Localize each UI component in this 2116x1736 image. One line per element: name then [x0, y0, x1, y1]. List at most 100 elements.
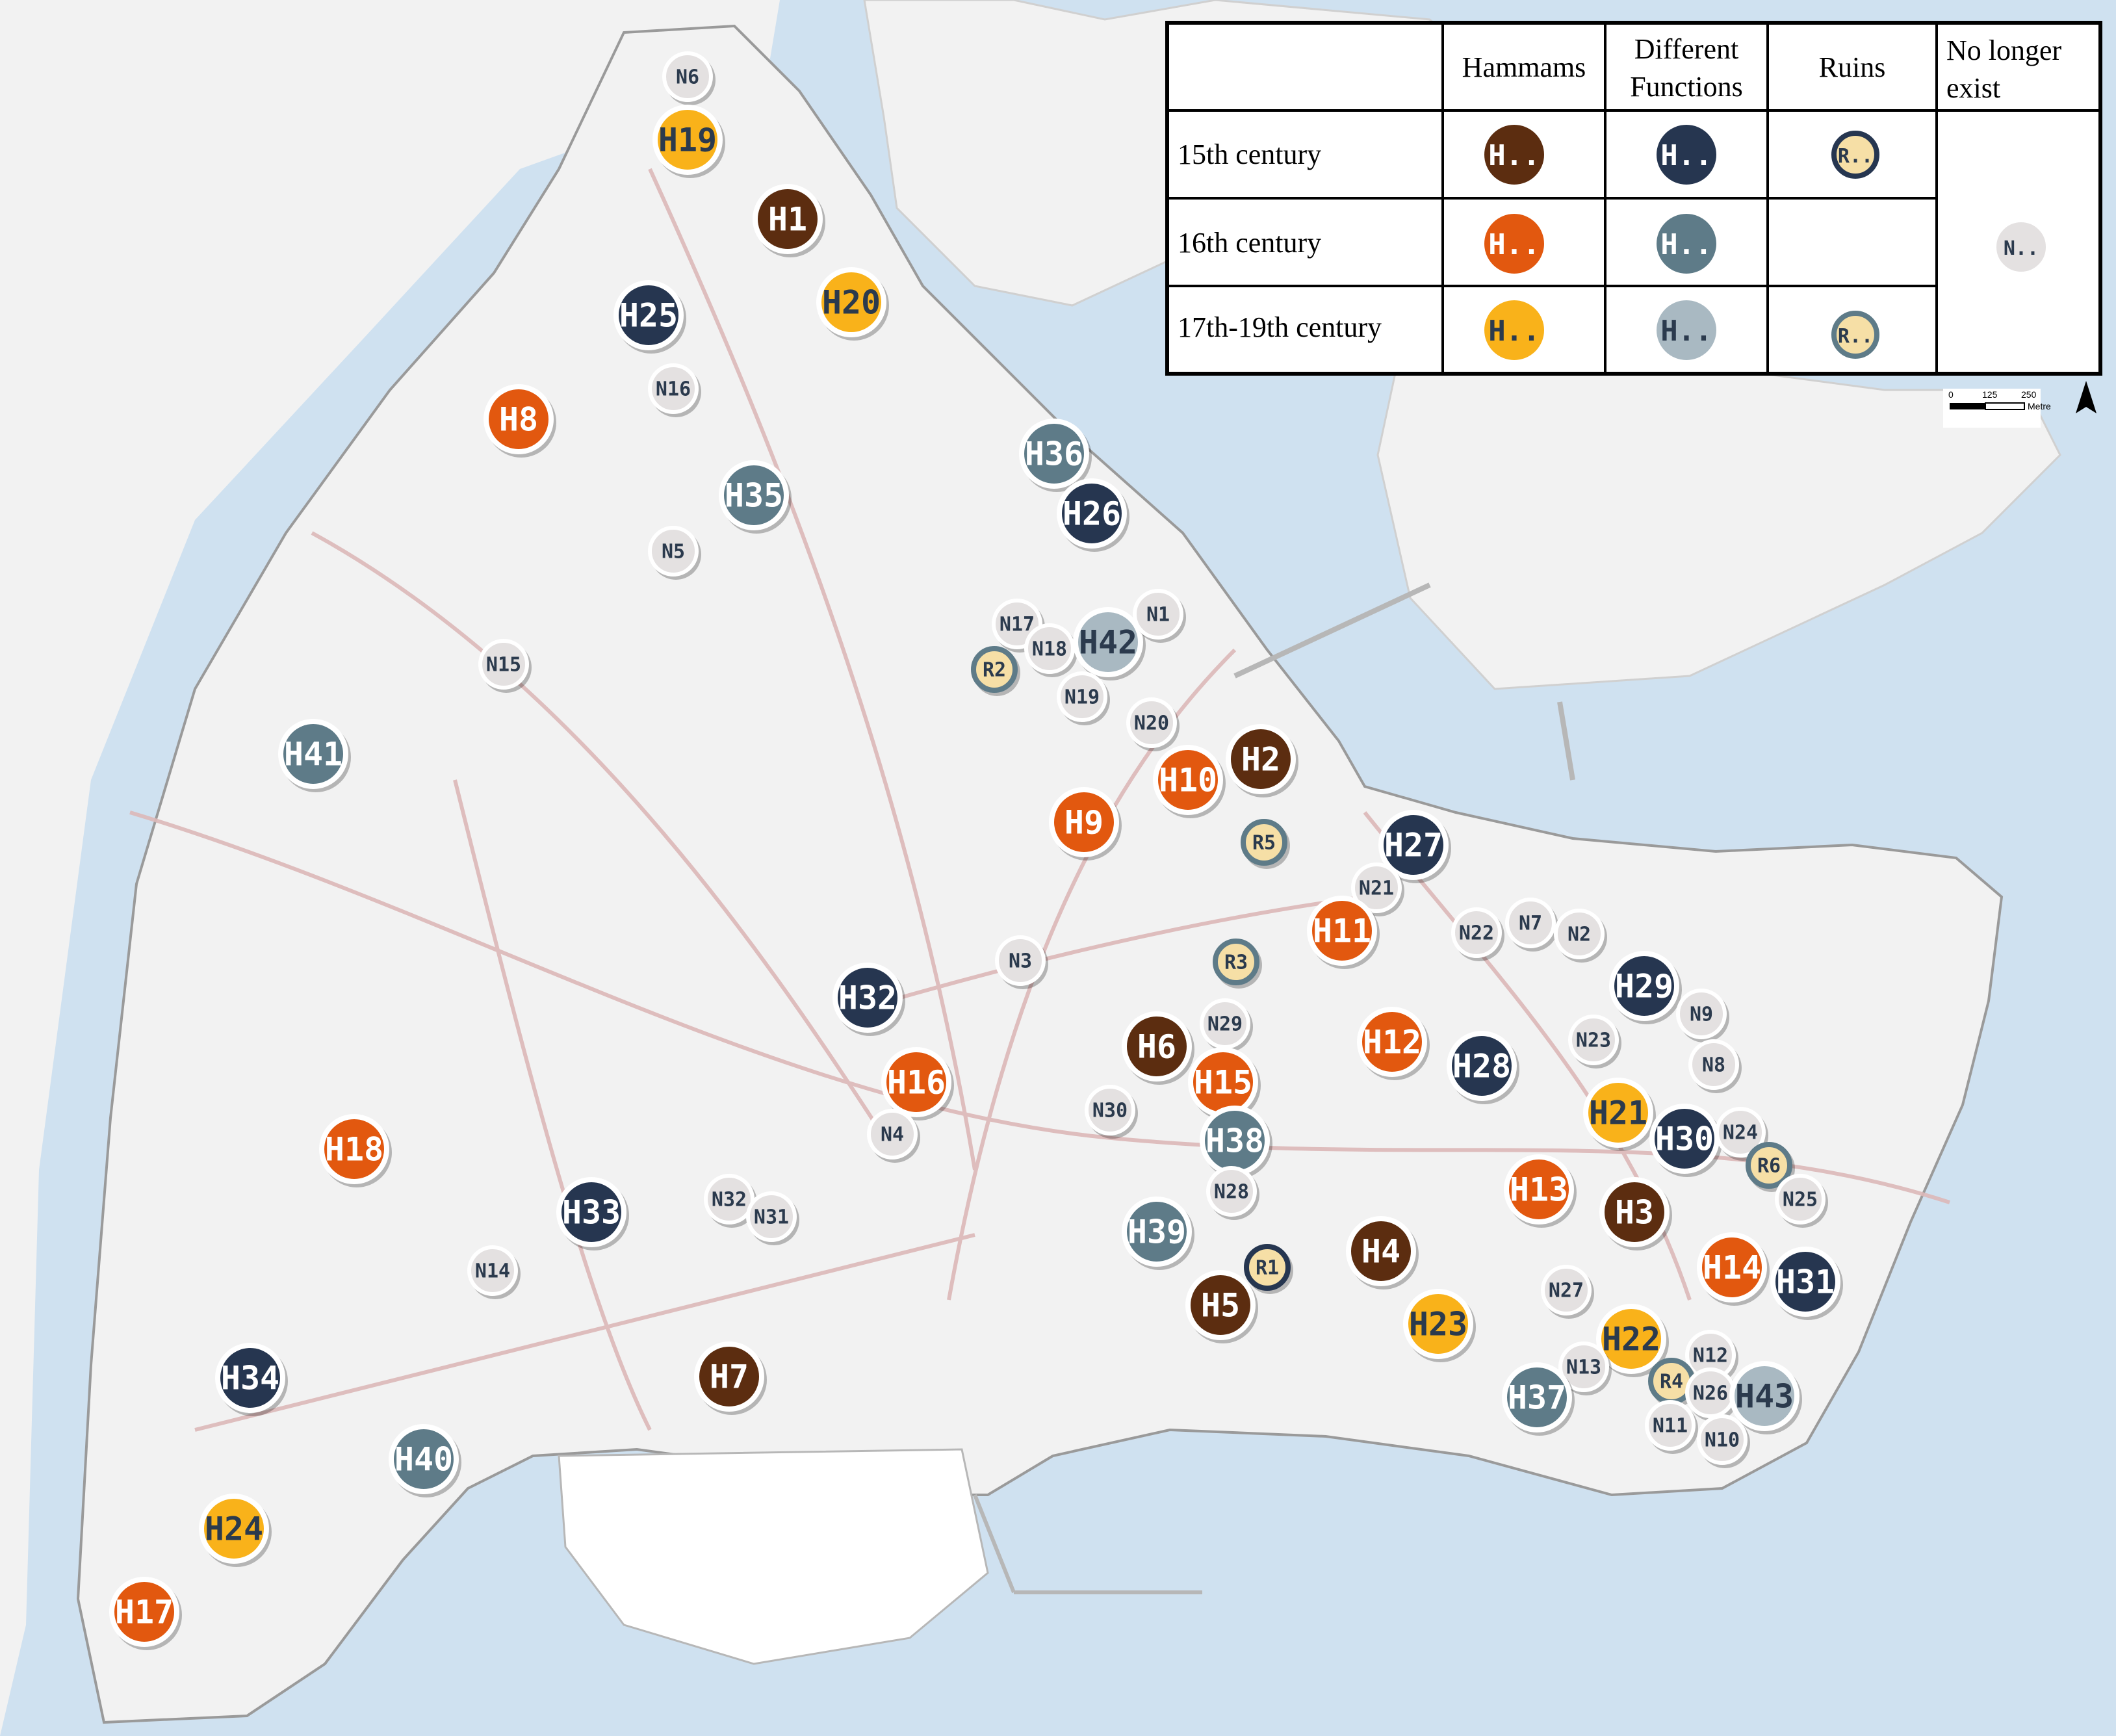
marker-n5[interactable]: N5 — [648, 526, 701, 580]
marker-n8[interactable]: N8 — [1688, 1039, 1742, 1093]
legend-row-15th: 15th century — [1178, 138, 1321, 170]
marker-n1[interactable]: N1 — [1133, 589, 1186, 643]
marker-n10[interactable]: N10 — [1697, 1414, 1750, 1468]
marker-n18[interactable]: N18 — [1024, 623, 1077, 677]
marker-h37[interactable]: H37 — [1502, 1362, 1575, 1436]
marker-label: N26 — [1693, 1382, 1728, 1405]
svg-text:R..: R.. — [1838, 325, 1873, 348]
marker-n16[interactable]: N16 — [648, 363, 701, 417]
marker-n13[interactable]: N13 — [1558, 1341, 1612, 1395]
marker-h34[interactable]: H34 — [215, 1343, 288, 1416]
marker-h24[interactable]: H24 — [199, 1494, 272, 1567]
marker-n3[interactable]: N3 — [995, 935, 1048, 989]
marker-h16[interactable]: H16 — [881, 1047, 954, 1121]
svg-text:H..: H.. — [1660, 139, 1712, 172]
marker-h36[interactable]: H36 — [1019, 419, 1092, 492]
legend-sample-df16: H.. — [1651, 209, 1722, 279]
marker-h12[interactable]: H12 — [1357, 1007, 1430, 1080]
marker-n25[interactable]: N25 — [1775, 1174, 1828, 1228]
marker-h17[interactable]: H17 — [109, 1577, 182, 1650]
marker-n31[interactable]: N31 — [746, 1191, 799, 1245]
marker-label: H37 — [1508, 1379, 1566, 1417]
marker-n11[interactable]: N11 — [1645, 1400, 1698, 1454]
marker-r1[interactable]: R1 — [1244, 1244, 1293, 1294]
marker-h21[interactable]: H21 — [1583, 1078, 1656, 1151]
marker-n32[interactable]: N32 — [704, 1174, 757, 1228]
marker-h4[interactable]: H4 — [1346, 1216, 1419, 1289]
marker-n30[interactable]: N30 — [1085, 1085, 1138, 1139]
marker-h26[interactable]: H26 — [1057, 478, 1129, 552]
marker-circle — [694, 1341, 764, 1412]
marker-h8[interactable]: H8 — [484, 384, 556, 458]
marker-h7[interactable]: H7 — [694, 1341, 767, 1415]
marker-h31[interactable]: H31 — [1770, 1247, 1843, 1320]
marker-n12[interactable]: N12 — [1685, 1330, 1738, 1384]
marker-h33[interactable]: H33 — [556, 1177, 629, 1250]
marker-h11[interactable]: H11 — [1307, 896, 1380, 969]
marker-label: N18 — [1032, 638, 1067, 661]
marker-h27[interactable]: H27 — [1378, 810, 1451, 883]
marker-r3[interactable]: R3 — [1213, 939, 1262, 989]
marker-n20[interactable]: N20 — [1126, 697, 1180, 751]
marker-n2[interactable]: N2 — [1554, 909, 1607, 963]
marker-h3[interactable]: H3 — [1599, 1177, 1672, 1250]
marker-n29[interactable]: N29 — [1200, 998, 1253, 1052]
marker-h25[interactable]: H25 — [613, 280, 686, 354]
marker-n9[interactable]: N9 — [1676, 989, 1729, 1043]
marker-h14[interactable]: H14 — [1697, 1232, 1770, 1306]
marker-h42[interactable]: H42 — [1073, 607, 1146, 680]
marker-n6[interactable]: N6 — [662, 51, 716, 105]
marker-h22[interactable]: H22 — [1596, 1304, 1669, 1377]
marker-h15[interactable]: H15 — [1188, 1047, 1261, 1121]
land-northwest — [0, 0, 780, 1736]
marker-h19[interactable]: H19 — [652, 105, 725, 178]
marker-h29[interactable]: H29 — [1609, 951, 1682, 1024]
marker-h2[interactable]: H2 — [1226, 724, 1298, 797]
marker-r2[interactable]: R2 — [971, 646, 1020, 696]
marker-h41[interactable]: H41 — [278, 719, 351, 792]
marker-h20[interactable]: H20 — [816, 267, 889, 341]
marker-h40[interactable]: H40 — [389, 1424, 461, 1497]
marker-n19[interactable]: N19 — [1057, 671, 1110, 725]
marker-circle — [1351, 862, 1402, 913]
marker-circle — [215, 1343, 285, 1413]
marker-label: H32 — [838, 979, 897, 1017]
marker-h13[interactable]: H13 — [1504, 1154, 1577, 1228]
marker-n14[interactable]: N14 — [467, 1245, 521, 1299]
marker-h30[interactable]: H30 — [1649, 1104, 1722, 1177]
marker-h35[interactable]: H35 — [719, 460, 792, 534]
marker-h43[interactable]: H43 — [1729, 1361, 1802, 1434]
marker-n4[interactable]: N4 — [867, 1109, 920, 1163]
marker-h18[interactable]: H18 — [319, 1114, 392, 1187]
marker-h6[interactable]: H6 — [1122, 1011, 1194, 1085]
marker-h38[interactable]: H38 — [1200, 1106, 1272, 1179]
marker-circle — [746, 1191, 797, 1242]
legend-sample-h15: H.. — [1479, 120, 1549, 190]
marker-label: N28 — [1214, 1181, 1249, 1204]
marker-circle — [1558, 1341, 1609, 1392]
marker-h39[interactable]: H39 — [1122, 1197, 1194, 1270]
marker-circle — [1676, 989, 1727, 1039]
marker-h9[interactable]: H9 — [1049, 787, 1122, 861]
marker-n23[interactable]: N23 — [1568, 1015, 1621, 1069]
marker-h1[interactable]: H1 — [753, 184, 825, 257]
marker-circle — [1073, 607, 1143, 677]
marker-r5[interactable]: R5 — [1241, 819, 1290, 869]
marker-n22[interactable]: N22 — [1451, 907, 1504, 961]
svg-text:H..: H.. — [1488, 228, 1540, 261]
marker-h10[interactable]: H10 — [1153, 745, 1226, 818]
marker-n27[interactable]: N27 — [1541, 1265, 1594, 1319]
marker-h32[interactable]: H32 — [832, 963, 905, 1036]
marker-n15[interactable]: N15 — [478, 639, 532, 693]
marker-h23[interactable]: H23 — [1403, 1289, 1476, 1362]
marker-label: N5 — [662, 541, 685, 564]
legend-header-exist: exist — [1946, 72, 2000, 104]
marker-n28[interactable]: N28 — [1206, 1166, 1259, 1220]
marker-h28[interactable]: H28 — [1447, 1031, 1519, 1104]
marker-circle — [1126, 697, 1177, 748]
marker-n7[interactable]: N7 — [1505, 898, 1558, 952]
marker-circle — [1057, 671, 1107, 722]
marker-n21[interactable]: N21 — [1351, 862, 1404, 916]
marker-h5[interactable]: H5 — [1185, 1270, 1258, 1343]
